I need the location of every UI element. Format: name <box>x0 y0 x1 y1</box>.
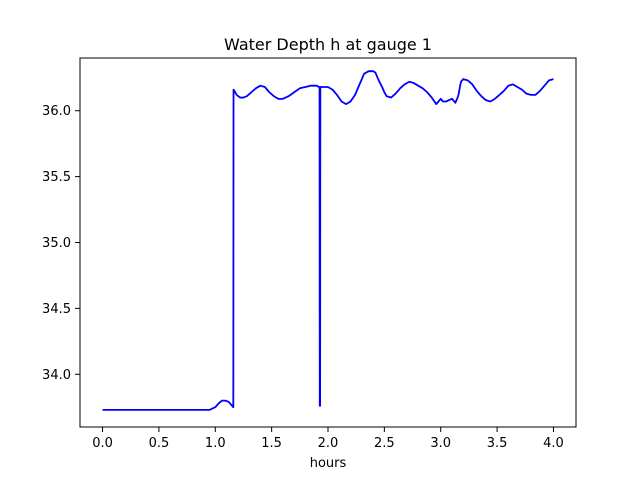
y-tick-label: 36.0 <box>42 104 71 119</box>
x-tick-label: 0.0 <box>92 436 113 451</box>
plot-area <box>102 70 554 411</box>
x-tick-label: 2.0 <box>318 436 339 451</box>
y-tick-label: 34.5 <box>42 302 71 317</box>
chart-title: Water Depth h at gauge 1 <box>224 35 432 54</box>
x-tick-label: 1.5 <box>261 436 282 451</box>
x-tick-label: 4.0 <box>543 436 564 451</box>
series-line <box>102 70 554 411</box>
x-tick-label: 1.0 <box>205 436 226 451</box>
x-axis-label: hours <box>310 456 347 471</box>
x-tick-label: 2.5 <box>374 436 395 451</box>
y-tick-label: 34.0 <box>42 368 71 383</box>
y-tick-label: 35.5 <box>42 170 71 185</box>
x-tick-label: 3.0 <box>430 436 451 451</box>
y-axis-ticks: 34.0 34.5 35.0 35.5 36.0 <box>42 104 80 383</box>
y-tick-label: 35.0 <box>42 236 71 251</box>
x-axis-ticks: 0.0 0.5 1.0 1.5 2.0 2.5 3.0 3.5 4.0 <box>92 427 564 451</box>
x-tick-label: 0.5 <box>149 436 170 451</box>
axes-frame <box>79 57 577 428</box>
x-tick-label: 3.5 <box>487 436 508 451</box>
